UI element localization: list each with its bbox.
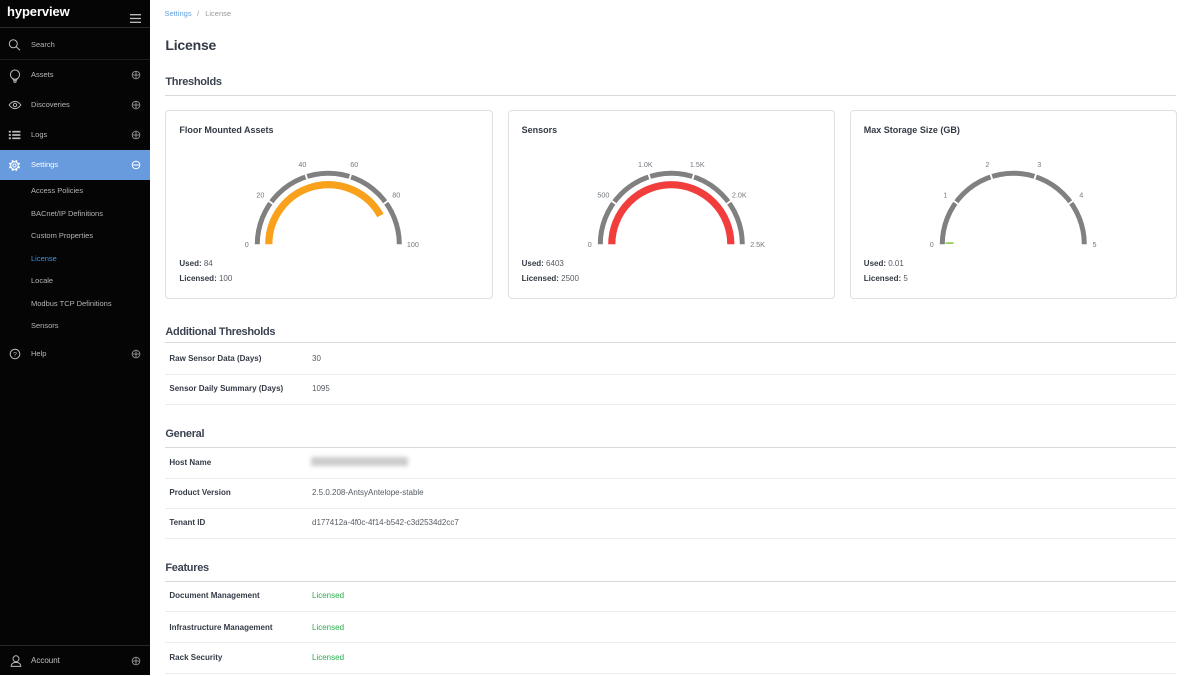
svg-text:4: 4 <box>1079 191 1083 200</box>
svg-text:?: ? <box>13 351 17 358</box>
svg-text:40: 40 <box>299 160 307 169</box>
svg-text:0: 0 <box>245 240 249 249</box>
svg-text:5: 5 <box>1092 240 1096 249</box>
svg-text:1.0K: 1.0K <box>638 160 653 169</box>
svg-text:1: 1 <box>943 191 947 200</box>
svg-text:0: 0 <box>930 240 934 249</box>
svg-text:80: 80 <box>393 191 401 200</box>
svg-text:3: 3 <box>1037 160 1041 169</box>
svg-text:2: 2 <box>985 160 989 169</box>
svg-text:100: 100 <box>407 240 419 249</box>
svg-text:500: 500 <box>597 191 609 200</box>
svg-text:2.5K: 2.5K <box>750 240 765 249</box>
svg-text:20: 20 <box>257 191 265 200</box>
svg-text:1.5K: 1.5K <box>689 160 704 169</box>
svg-text:0: 0 <box>587 240 591 249</box>
svg-text:60: 60 <box>351 160 359 169</box>
svg-text:2.0K: 2.0K <box>731 191 746 200</box>
